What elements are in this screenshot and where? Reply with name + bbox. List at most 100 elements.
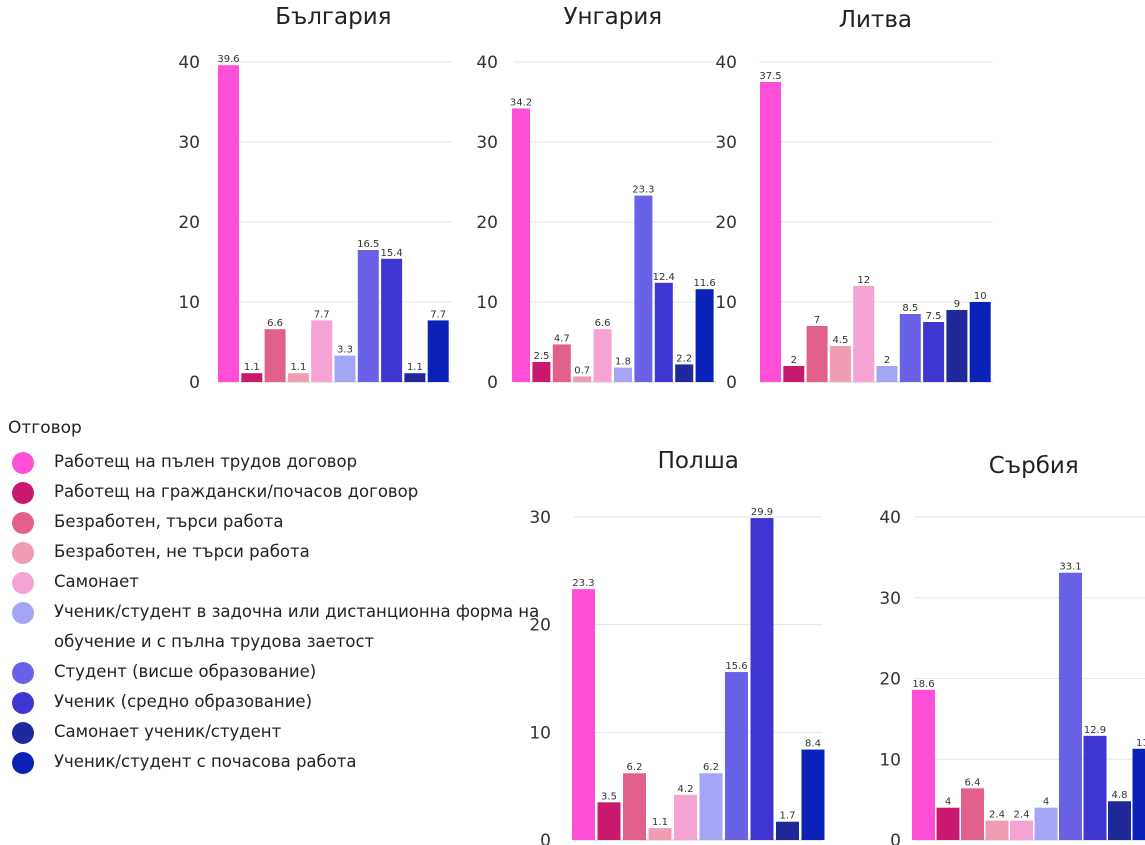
data-label: 1.1 [244, 362, 260, 373]
data-label: 2.4 [989, 810, 1005, 821]
legend-swatch [12, 722, 34, 744]
legend-items: Работещ на пълен трудов договор Работещ н… [8, 450, 554, 780]
legend-swatch [12, 692, 34, 714]
bar [936, 807, 960, 840]
y-tick-label: 0 [890, 831, 901, 845]
data-label: 6.6 [267, 318, 283, 329]
chart-title: Унгария [563, 4, 662, 30]
data-label: 29.9 [751, 507, 773, 518]
bar [899, 314, 921, 382]
bar [695, 289, 714, 382]
y-tick-label: 30 [178, 133, 200, 153]
data-label: 39.6 [217, 54, 239, 65]
y-tick-label: 30 [476, 133, 498, 153]
bar [829, 346, 851, 382]
bar [264, 329, 286, 382]
y-tick-label: 30 [529, 508, 551, 528]
data-label: 4.7 [554, 333, 570, 344]
bar [1010, 820, 1033, 840]
y-tick-label: 30 [715, 133, 737, 153]
data-label: 12.4 [653, 272, 675, 283]
legend-item: Работещ на граждански/почасов договор [8, 480, 554, 510]
bar [654, 282, 673, 382]
bar [573, 376, 592, 382]
legend-label: Ученик/студент с почасова работа [54, 752, 357, 771]
data-label: 34.2 [510, 97, 532, 108]
legend-label: Работещ на граждански/почасов договор [54, 482, 419, 501]
data-label: 2.4 [1014, 810, 1030, 821]
bar [946, 310, 968, 382]
legend-item: Безработен, не търси работа [8, 540, 554, 570]
data-label: 8.4 [805, 739, 821, 750]
data-label: 11.6 [693, 278, 715, 289]
data-label: 6.2 [703, 762, 719, 773]
bar [512, 108, 530, 383]
bar [783, 366, 805, 382]
y-tick-label: 0 [189, 373, 200, 393]
data-label: 16.5 [357, 239, 379, 250]
y-tick-label: 40 [476, 53, 498, 73]
legend: Отговор Работещ на пълен трудов договор Р… [8, 418, 554, 780]
bar [311, 320, 333, 382]
data-label: 23.3 [632, 185, 654, 196]
bar [1108, 801, 1131, 840]
legend-label: Ученик/студент в задочна или дистанционн… [54, 602, 540, 651]
bar [381, 258, 403, 382]
data-label: 8.5 [902, 303, 918, 314]
data-label: 4 [1043, 797, 1049, 808]
bar [806, 326, 828, 382]
bar [597, 802, 621, 840]
legend-swatch [12, 662, 34, 684]
y-tick-label: 10 [529, 723, 551, 743]
legend-item: Ученик (средно образование) [8, 690, 554, 720]
legend-item: Безработен, търси работа [8, 510, 554, 540]
bar [552, 344, 571, 382]
data-label: 4 [945, 797, 951, 808]
bar [648, 828, 672, 840]
data-label: 15.6 [725, 661, 747, 672]
bar [634, 195, 653, 382]
legend-item: Студент (висше образование) [8, 660, 554, 690]
y-tick-label: 40 [879, 508, 901, 528]
bar [218, 65, 239, 382]
bar [1132, 748, 1145, 840]
legend-label: Работещ на пълен трудов договор [54, 452, 358, 471]
y-tick-label: 20 [178, 213, 200, 233]
legend-swatch [12, 482, 34, 504]
y-tick-label: 20 [529, 616, 551, 636]
bar [1034, 807, 1058, 840]
data-label: 1.7 [780, 811, 796, 822]
bar [593, 329, 612, 382]
bar [572, 589, 595, 840]
y-tick-label: 10 [476, 293, 498, 313]
data-label: 12.9 [1084, 725, 1106, 736]
bar [961, 788, 984, 840]
legend-item: Ученик/студент с почасова работа [8, 750, 554, 780]
bar [699, 773, 723, 840]
data-label: 10 [974, 291, 987, 302]
bar [1083, 735, 1107, 840]
data-label: 33.1 [1059, 562, 1081, 573]
legend-item: Ученик/студент в задочна или дистанционн… [8, 600, 554, 660]
legend-swatch [12, 542, 34, 564]
bar [969, 302, 991, 382]
bar [427, 320, 449, 382]
y-tick-label: 20 [715, 213, 737, 233]
legend-swatch [12, 452, 34, 474]
data-label: 18.6 [912, 679, 934, 690]
data-label: 12 [857, 275, 870, 286]
data-label: 4.2 [678, 784, 694, 795]
bar [241, 373, 263, 382]
bar [985, 820, 1009, 840]
bar [404, 373, 426, 382]
bar [801, 749, 825, 840]
data-label: 3.3 [337, 345, 353, 356]
bar [725, 672, 748, 840]
y-tick-label: 0 [540, 831, 551, 845]
bar [675, 364, 694, 382]
y-tick-label: 40 [715, 53, 737, 73]
data-label: 6.2 [627, 762, 643, 773]
data-label: 1.1 [652, 817, 668, 828]
y-tick-label: 20 [476, 213, 498, 233]
